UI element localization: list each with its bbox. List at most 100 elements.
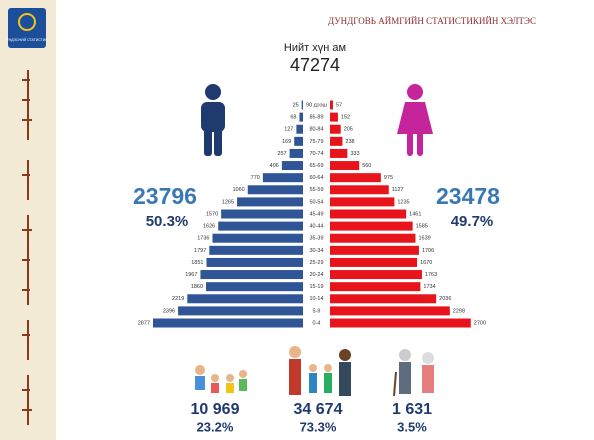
male-bar <box>206 282 303 292</box>
value-label: 1763 <box>425 272 437 278</box>
female-bar <box>330 185 389 195</box>
logo <box>8 8 46 48</box>
value-label: 2219 <box>172 296 184 302</box>
age-label: 10-14 <box>309 296 323 302</box>
value-label: 333 <box>350 151 359 157</box>
female-bar <box>330 148 348 158</box>
age-label: 55-59 <box>309 187 323 193</box>
female-icon <box>397 84 433 156</box>
male-bar <box>294 136 303 146</box>
age-label: 15-19 <box>309 284 323 290</box>
female-bar <box>330 197 395 207</box>
value-label: 57 <box>336 102 342 108</box>
value-label: 2036 <box>439 296 451 302</box>
female-bar <box>330 173 381 183</box>
value-label: 152 <box>341 115 350 121</box>
female-bar <box>330 136 343 146</box>
age-label: 30-34 <box>309 248 323 254</box>
age-label: 60-64 <box>309 175 323 181</box>
male-total: 23796 <box>133 183 197 209</box>
value-label: 257 <box>277 151 286 157</box>
value-label: 68 <box>290 115 296 121</box>
group-share: 23.2% <box>197 419 234 434</box>
value-label: 169 <box>282 139 291 145</box>
value-label: 1127 <box>392 187 404 193</box>
header-title: ДУНДГОВЬ АЙМГИЙН СТАТИСТИКИЙН ХЭЛТЭС <box>328 16 536 26</box>
age-label: 20-24 <box>309 272 323 278</box>
logo-emblem <box>18 13 36 31</box>
male-bar <box>178 306 303 316</box>
sidebar-script <box>22 70 32 425</box>
female-bar <box>330 282 421 292</box>
value-label: 1860 <box>191 284 203 290</box>
value-label: 1706 <box>422 248 434 254</box>
value-label: 1585 <box>416 224 428 230</box>
age-label: 65-69 <box>309 163 323 169</box>
group-share: 73.3% <box>300 419 337 434</box>
male-bar <box>221 209 303 219</box>
age-label: 85-89 <box>309 115 323 121</box>
value-label: 2396 <box>163 308 175 314</box>
value-label: 2298 <box>453 308 465 314</box>
group-share: 3.5% <box>397 419 427 434</box>
male-bar <box>296 124 303 134</box>
male-bar <box>218 221 303 231</box>
male-bar <box>200 270 303 280</box>
age-label: 75-79 <box>309 139 323 145</box>
male-icon <box>201 84 225 156</box>
value-label: 1851 <box>191 260 203 266</box>
total: 47274 <box>290 55 340 75</box>
female-bar <box>330 245 419 255</box>
age-label: 70-74 <box>309 151 323 157</box>
value-label: 127 <box>284 127 293 133</box>
female-bar <box>330 294 437 304</box>
group-count: 1 631 <box>392 401 432 418</box>
value-label: 1265 <box>222 199 234 205</box>
age-label: 0-4 <box>313 320 321 326</box>
age-label: 35-39 <box>309 236 323 242</box>
male-bar <box>301 100 303 110</box>
value-label: 1734 <box>423 284 435 290</box>
value-label: 1670 <box>420 260 432 266</box>
male-bar <box>289 148 303 158</box>
male-bar <box>281 161 303 171</box>
male-share: 50.3% <box>146 213 189 230</box>
male-bar <box>212 233 303 243</box>
value-label: 1736 <box>197 236 209 242</box>
value-label: 1639 <box>418 236 430 242</box>
age-label: 5-9 <box>313 308 321 314</box>
value-label: 1626 <box>203 224 215 230</box>
male-bar <box>209 245 303 255</box>
value-label: 560 <box>362 163 371 169</box>
group-count: 10 969 <box>191 401 240 418</box>
value-label: 2877 <box>138 320 150 326</box>
male-bar <box>299 112 303 122</box>
female-share: 49.7% <box>451 213 494 230</box>
male-bar <box>153 318 303 328</box>
age-label: 40-44 <box>309 224 323 230</box>
female-bar <box>330 112 338 122</box>
female-bar <box>330 124 341 134</box>
female-bar <box>330 270 422 280</box>
value-label: 2700 <box>474 320 486 326</box>
value-label: 205 <box>344 127 353 133</box>
age-label: 25-29 <box>309 260 323 266</box>
male-bar <box>187 294 303 304</box>
female-bar <box>330 233 416 243</box>
female-bar <box>330 209 407 219</box>
value-label: 1461 <box>409 211 421 217</box>
value-label: 406 <box>270 163 279 169</box>
male-bar <box>262 173 303 183</box>
male-bar <box>206 257 303 267</box>
logo-text: ҮНДЭСНИЙ СТАТИСТИК <box>7 38 49 42</box>
value-label: 1235 <box>397 199 409 205</box>
elderly-illustration <box>393 349 434 397</box>
female-bar <box>330 161 360 171</box>
value-label: 25 <box>293 102 299 108</box>
female-bar <box>330 100 333 110</box>
female-bar <box>330 318 471 328</box>
age-label: 45-49 <box>309 211 323 217</box>
group-count: 34 674 <box>294 401 343 418</box>
female-bar <box>330 221 413 231</box>
